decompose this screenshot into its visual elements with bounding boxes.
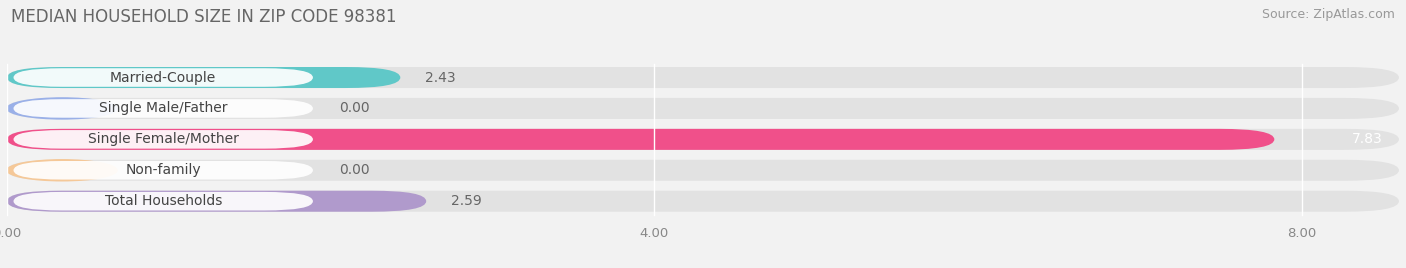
FancyBboxPatch shape xyxy=(7,191,426,212)
FancyBboxPatch shape xyxy=(7,129,1399,150)
Text: 7.83: 7.83 xyxy=(1353,132,1382,146)
FancyBboxPatch shape xyxy=(7,191,1399,212)
FancyBboxPatch shape xyxy=(7,129,1274,150)
FancyBboxPatch shape xyxy=(7,98,1399,119)
FancyBboxPatch shape xyxy=(14,68,314,87)
Text: Source: ZipAtlas.com: Source: ZipAtlas.com xyxy=(1261,8,1395,21)
FancyBboxPatch shape xyxy=(14,99,314,118)
Text: MEDIAN HOUSEHOLD SIZE IN ZIP CODE 98381: MEDIAN HOUSEHOLD SIZE IN ZIP CODE 98381 xyxy=(11,8,396,26)
FancyBboxPatch shape xyxy=(14,161,314,180)
Text: Non-family: Non-family xyxy=(125,163,201,177)
Text: 0.00: 0.00 xyxy=(339,163,370,177)
FancyBboxPatch shape xyxy=(7,160,1399,181)
FancyBboxPatch shape xyxy=(14,192,314,210)
Text: Total Households: Total Households xyxy=(104,194,222,208)
FancyBboxPatch shape xyxy=(7,67,1399,88)
Text: 2.59: 2.59 xyxy=(450,194,481,208)
Circle shape xyxy=(7,160,117,181)
FancyBboxPatch shape xyxy=(7,67,401,88)
Text: 0.00: 0.00 xyxy=(339,101,370,116)
Text: Single Female/Mother: Single Female/Mother xyxy=(87,132,239,146)
Text: 2.43: 2.43 xyxy=(425,70,456,84)
Text: Single Male/Father: Single Male/Father xyxy=(98,101,228,116)
Text: Married-Couple: Married-Couple xyxy=(110,70,217,84)
Circle shape xyxy=(7,98,117,119)
FancyBboxPatch shape xyxy=(14,130,314,149)
